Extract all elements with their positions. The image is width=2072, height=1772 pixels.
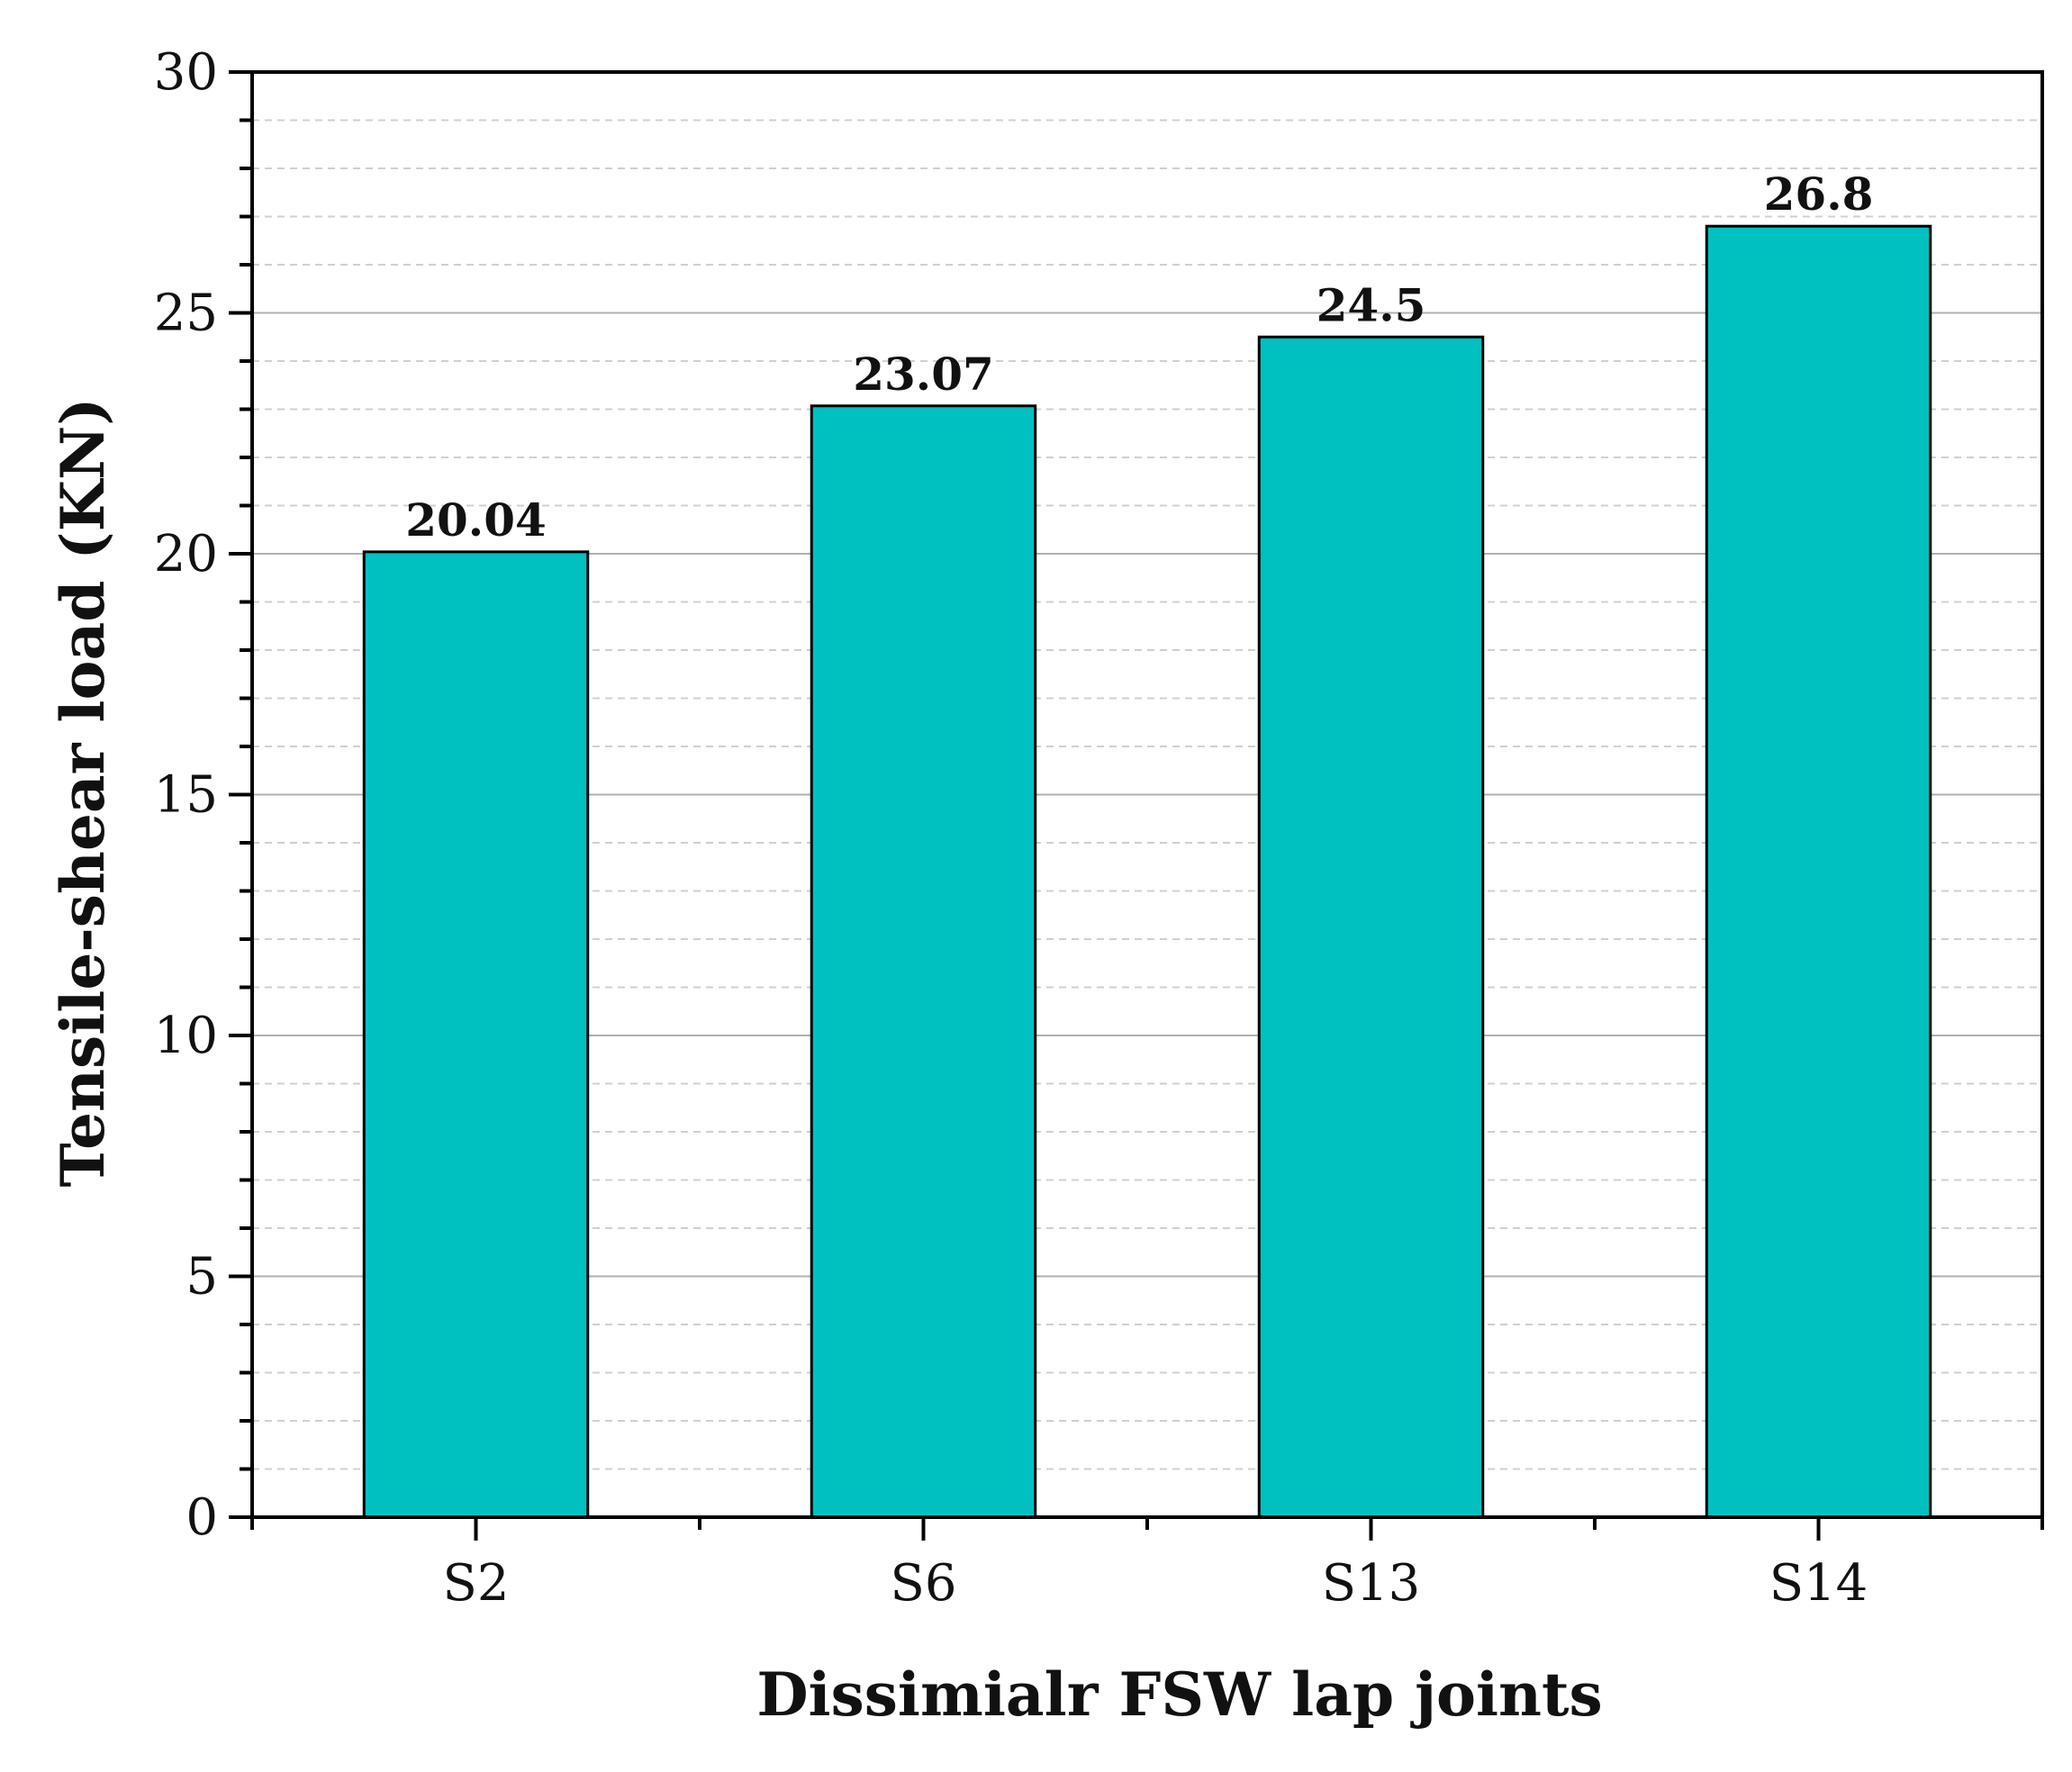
y-axis: 0 5 10 15 20 25 30 [154,43,252,1547]
y-tick-label: 20 [154,525,218,583]
data-label: 20.04 [405,493,547,547]
bar [362,550,590,1519]
x-tick-label: S6 [891,1554,957,1613]
x-tick-label: S14 [1769,1554,1868,1613]
data-label: 26.8 [1764,167,1874,221]
y-tick-label: 15 [154,766,218,825]
y-axis-title: Tensile-shear load (KN) [48,398,118,1188]
data-labels: 20.04 23.07 24.5 26.8 [405,167,1873,547]
bar [810,404,1037,1519]
y-tick-label: 0 [185,1488,218,1547]
y-tick-label: 5 [185,1248,218,1306]
bar [1257,335,1485,1519]
bars [362,224,1932,1519]
x-axis: S2 S6 S13 S14 [250,1517,2044,1613]
bar [1705,224,1932,1519]
data-label: 24.5 [1316,278,1426,331]
x-tick-label: S13 [1322,1554,1421,1613]
y-tick-label: 25 [154,285,218,343]
x-tick-label: S2 [443,1554,510,1613]
x-axis-title: Dissimialr FSW lap joints [756,1659,1602,1730]
data-label: 23.07 [853,348,994,401]
y-tick-label: 30 [154,43,218,102]
y-tick-label: 10 [154,1007,218,1065]
